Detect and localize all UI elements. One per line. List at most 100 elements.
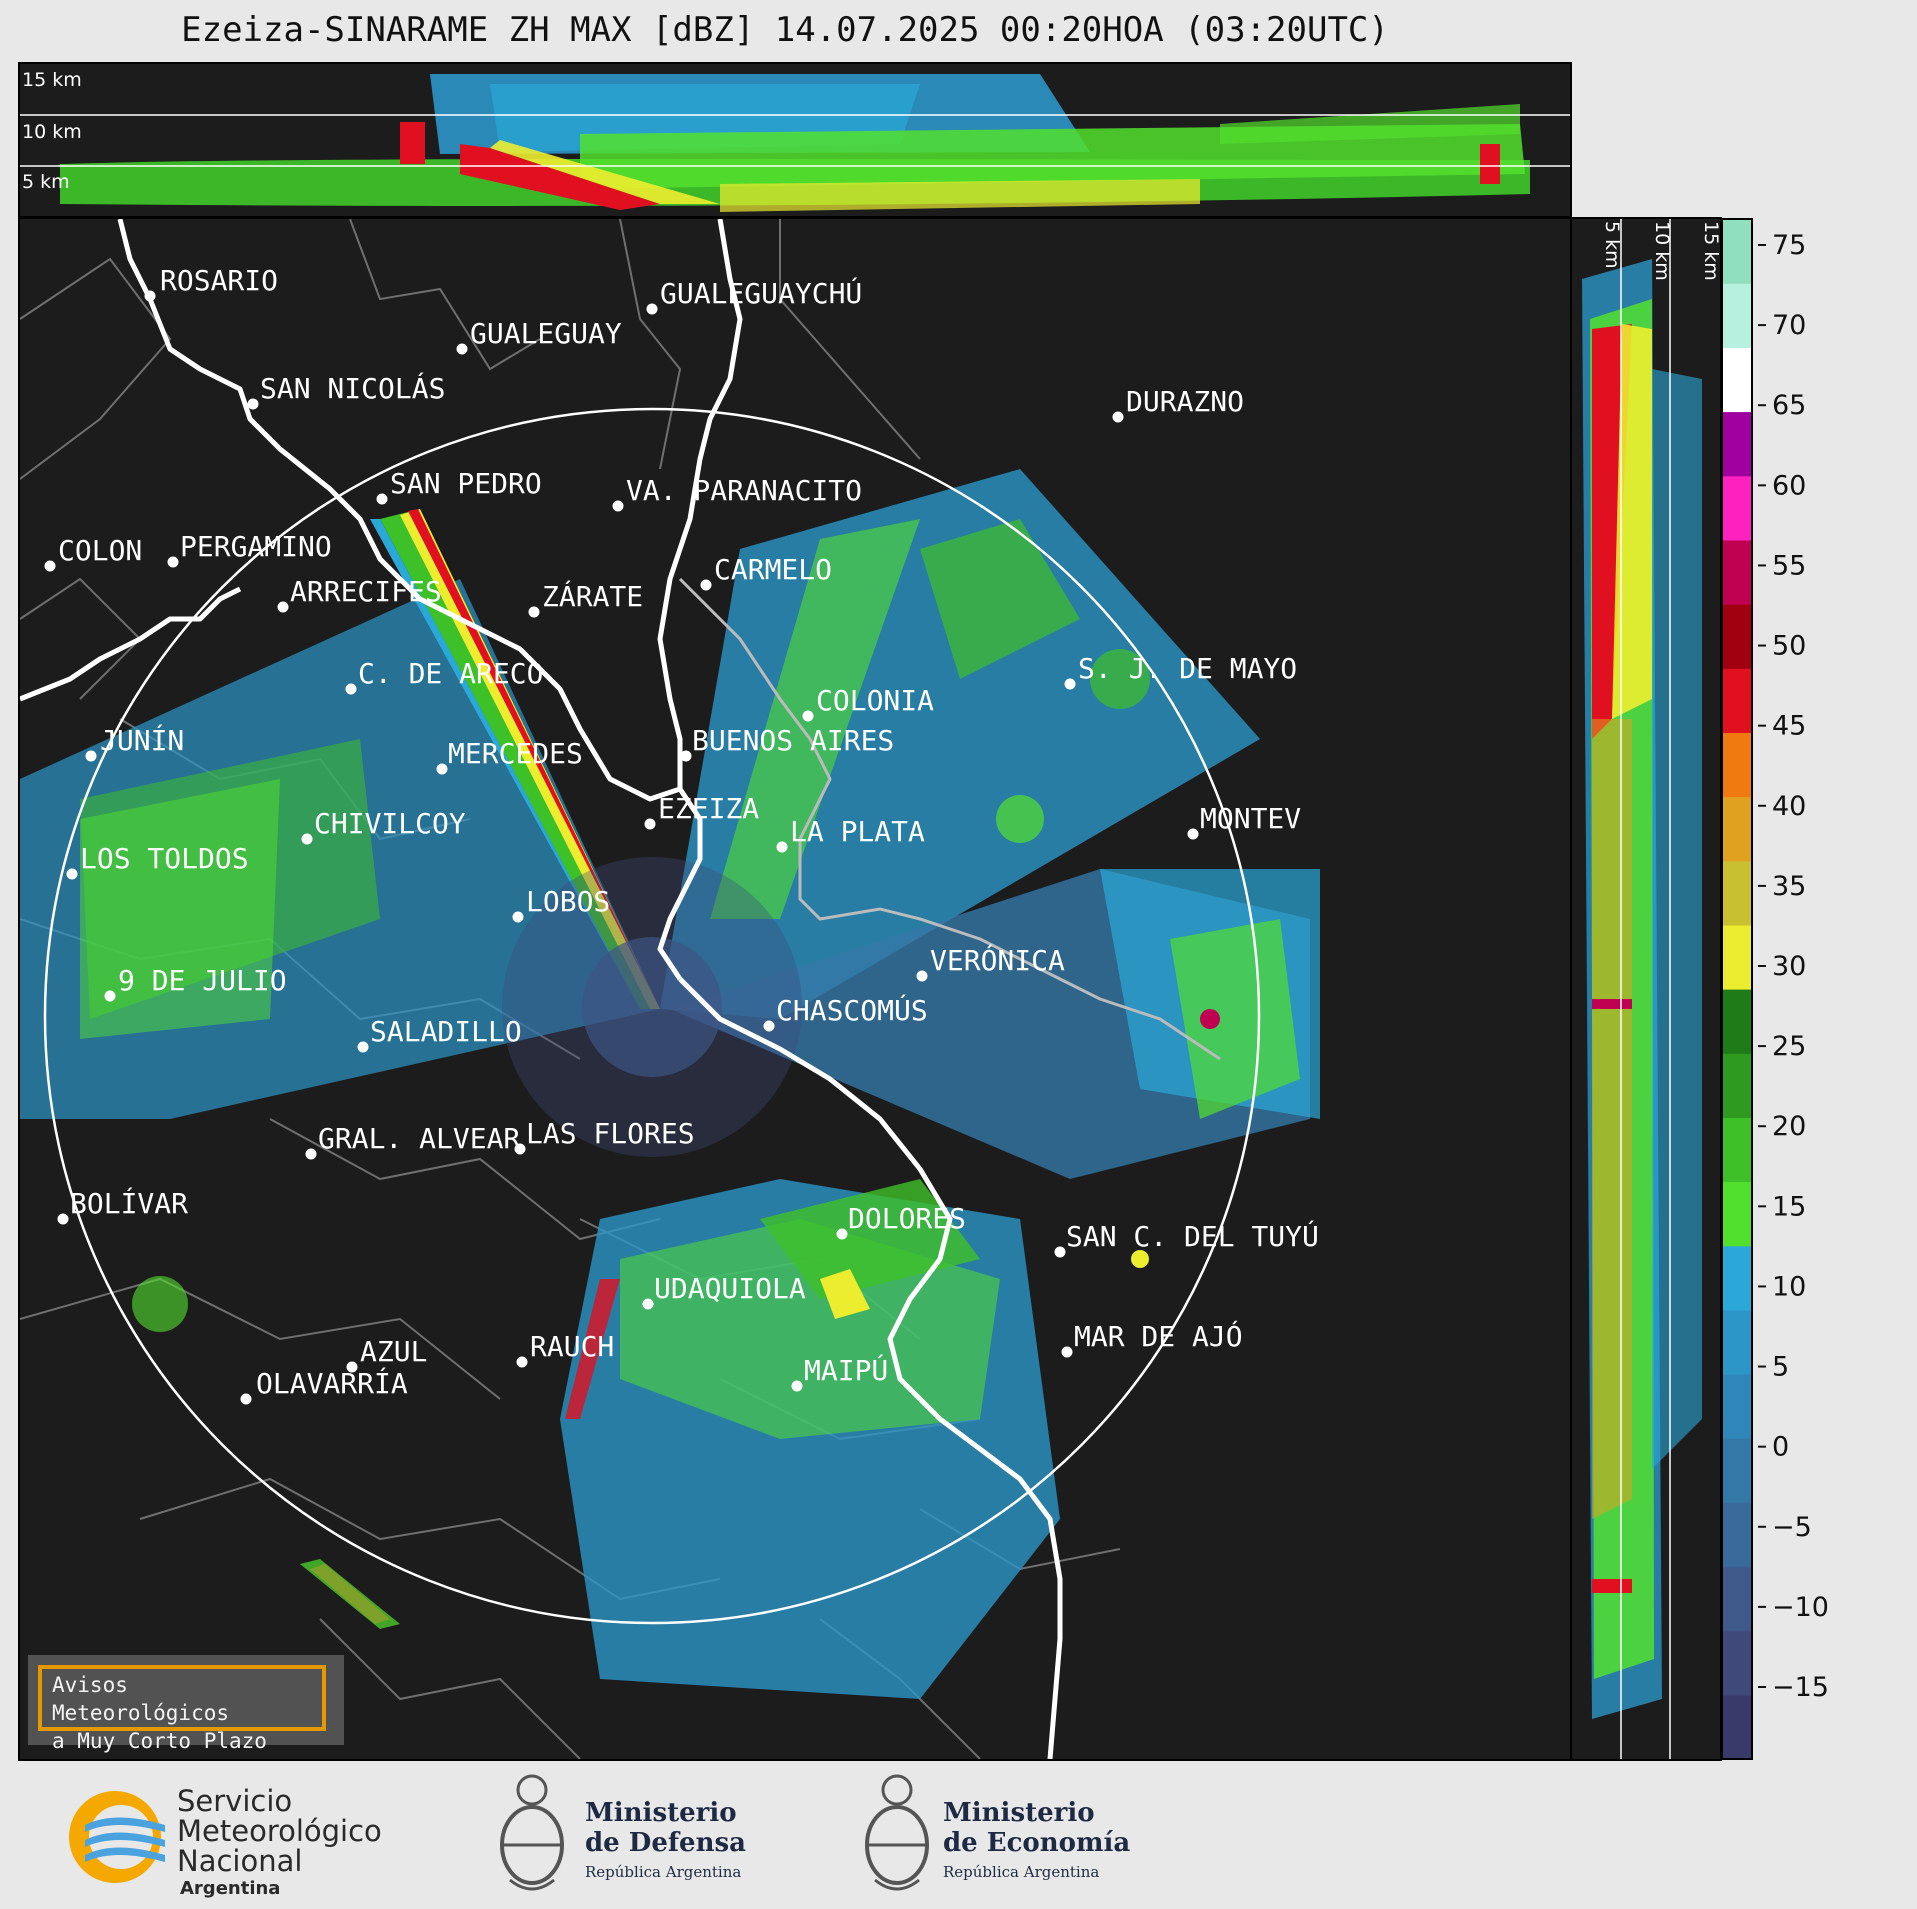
city-dot [376,493,388,505]
city-label-9-de-julio[interactable]: 9 DE JULIO [118,964,287,997]
city-dot [916,970,928,982]
side-alt-label-15: 15 km [1700,221,1720,281]
top-alt-label-5: 5 km [22,171,70,193]
colorbar-tick-label: 40 [1772,791,1806,822]
city-dot [642,1298,654,1310]
side-cross-section-panel: 5 km 10 km 15 km [1570,217,1722,1761]
economia-text-2: de Economía [943,1828,1131,1858]
city-dot [763,1020,775,1032]
colorbar-step [1722,1630,1752,1696]
city-label-azul[interactable]: AZUL [360,1335,427,1368]
colorbar-tick-label: 20 [1772,1111,1806,1142]
radar-map-panel[interactable]: ROSARIO GUALEGUAYCHÚ GUALEGUAY SAN NICOL… [18,217,1572,1761]
city-label-c-de-areco[interactable]: C. DE ARECO [358,657,543,690]
colorbar-step [1722,1245,1752,1311]
city-label-las-flores[interactable]: LAS FLORES [526,1117,695,1150]
defensa-text-3: República Argentina [585,1863,742,1881]
city-label-durazno[interactable]: DURAZNO [1126,385,1244,418]
city-label-chascomus[interactable]: CHASCOMÚS [776,993,928,1027]
city-label-zarate[interactable]: ZÁRATE [542,579,643,613]
colorbar-step [1722,604,1752,669]
coastline-rivers [20,219,1063,1759]
city-label-veronica[interactable]: VERÓNICA [930,943,1065,977]
city-dot [612,500,624,512]
city-label-bolivar[interactable]: BOLÍVAR [70,1186,188,1220]
colorbar-tick-label: 10 [1772,1271,1806,1302]
avisos-line1: Avisos Meteorológicos [52,1673,230,1725]
colorbar-step [1722,668,1752,733]
city-label-chivilcoy[interactable]: CHIVILCOY [314,807,466,840]
city-label-olavarria[interactable]: OLAVARRÍA [256,1366,408,1400]
defensa-text-1: Ministerio [585,1798,737,1828]
colorbar-step [1722,860,1752,926]
colorbar-step [1722,1053,1752,1118]
colorbar-border [1721,218,1753,1760]
city-dot [357,1041,369,1053]
city-label-rauch[interactable]: RAUCH [530,1330,614,1363]
city-label-colon[interactable]: COLON [58,534,142,567]
colorbar-step [1722,347,1752,413]
economia-logo: Ministerio de Economía República Argenti… [855,1770,1185,1900]
colorbar-tick-label: 45 [1772,711,1806,742]
city-dot [512,911,524,923]
city-dot [277,601,289,613]
colorbar-step [1722,1502,1752,1568]
city-label-dolores[interactable]: DOLORES [848,1202,966,1235]
top-cross-section-panel: 15 km 10 km 5 km [18,62,1572,218]
city-label-pergamino[interactable]: PERGAMINO [180,530,332,563]
city-label-montevideo[interactable]: MONTEV [1200,802,1301,835]
city-dot [345,683,357,695]
city-label-mar-de-ajo[interactable]: MAR DE AJÓ [1074,1319,1243,1353]
city-label-rosario[interactable]: ROSARIO [160,264,278,297]
city-label-gualeguay[interactable]: GUALEGUAY [470,317,622,350]
city-label-la-plata[interactable]: LA PLATA [790,815,925,848]
city-label-san-nicolas[interactable]: SAN NICOLÁS [260,371,445,405]
city-label-lobos[interactable]: LOBOS [526,885,610,918]
reflectivity-colorbar [1721,218,1753,1760]
city-label-gral-alvear[interactable]: GRAL. ALVEAR [318,1122,520,1155]
side-alt-label-10: 10 km [1651,221,1673,281]
colorbar-step [1722,1438,1752,1503]
avisos-box[interactable]: Avisos Meteorológicos a Muy Corto Plazo [28,1655,344,1753]
radar-map-svg[interactable]: ROSARIO GUALEGUAYCHÚ GUALEGUAY SAN NICOL… [20,219,1570,1759]
city-label-udaquiola[interactable]: UDAQUIOLA [654,1272,806,1305]
smn-logo: Servicio Meteorológico Nacional Argentin… [55,1770,415,1900]
city-dot [644,818,656,830]
city-label-san-pedro[interactable]: SAN PEDRO [390,467,542,500]
city-label-saladillo[interactable]: SALADILLO [370,1015,522,1048]
city-label-buenos-aires[interactable]: BUENOS AIRES [692,724,894,757]
smn-text-1: Servicio [177,1784,293,1818]
city-dot [802,710,814,722]
colorbar-step [1722,1694,1752,1760]
city-dot [240,1393,252,1405]
colorbar-step [1722,989,1752,1054]
economia-text-1: Ministerio [943,1798,1095,1828]
city-label-ezeiza[interactable]: EZEIZA [658,792,759,825]
city-markers: ROSARIO GUALEGUAYCHÚ GUALEGUAY SAN NICOL… [44,264,1319,1405]
city-dot [436,763,448,775]
smn-text-4: Argentina [180,1878,281,1899]
top-alt-label-15: 15 km [22,69,82,91]
city-dot [1112,411,1124,423]
city-label-maipu[interactable]: MAIPÚ [804,1353,888,1387]
argentina-shield-icon [500,1774,564,1891]
city-dot [516,1356,528,1368]
avisos-link[interactable]: Avisos Meteorológicos a Muy Corto Plazo [38,1665,326,1753]
city-label-va-paranacito[interactable]: VA. PARANACITO [626,474,862,507]
city-label-gualeguaychu[interactable]: GUALEGUAYCHÚ [660,276,862,310]
colorbar-tick-label: 35 [1772,871,1806,902]
city-label-los-toldos[interactable]: LOS TOLDOS [80,842,249,875]
colorbar-tick-label: 60 [1772,470,1806,501]
colorbar-step [1722,1117,1752,1183]
city-dot [528,606,540,618]
city-label-san-c-del-tuyu[interactable]: SAN C. DEL TUYÚ [1066,1219,1319,1253]
city-label-junin[interactable]: JUNÍN [100,723,184,757]
economia-text-3: República Argentina [943,1863,1100,1881]
range-ring [43,407,1261,1625]
city-label-colonia[interactable]: COLONIA [816,684,934,717]
city-label-carmelo[interactable]: CARMELO [714,553,832,586]
city-label-arrecifes[interactable]: ARRECIFES [290,575,442,608]
city-label-mercedes[interactable]: MERCEDES [448,737,583,770]
page-title: Ezeiza-SINARAME ZH MAX [dBZ] 14.07.2025 … [181,10,1389,50]
city-label-sj-de-mayo[interactable]: S. J. DE MAYO [1078,652,1297,685]
